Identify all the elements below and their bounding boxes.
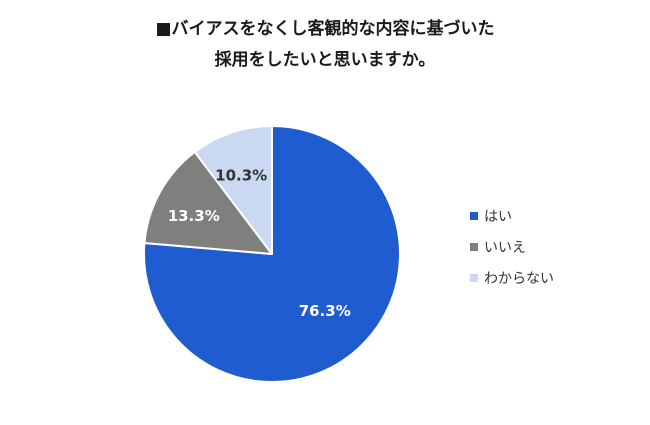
legend-item-hai: はい [470, 200, 554, 231]
legend-item-iie: いいえ [470, 231, 554, 262]
pie-slice-iie [143, 150, 273, 255]
legend-swatch-wakaranai [470, 273, 478, 282]
legend-label-hai: はい [484, 208, 512, 225]
chart-title-line-2: 採用をしたいと思いますか。 [214, 50, 436, 70]
chart-title: ■バイアスをなくし客観的な内容に基づいた 採用をしたいと思いますか。 [0, 14, 650, 76]
legend-swatch-hai [470, 211, 478, 220]
pie-slice-hai [143, 125, 401, 383]
data-label-wakaranai: 10.3% [215, 167, 267, 185]
data-label-hai: 76.3% [299, 302, 351, 320]
pie-slice-wakaranai [193, 125, 273, 255]
data-label-iie: 13.3% [168, 207, 220, 225]
legend-label-wakaranai: わからない [484, 270, 554, 287]
legend-label-iie: いいえ [484, 239, 526, 256]
legend-swatch-iie [470, 242, 478, 251]
legend: はい いいえ わからない [470, 200, 554, 293]
chart-title-line-1: ■バイアスをなくし客観的な内容に基づいた [155, 19, 495, 39]
legend-item-wakaranai: わからない [470, 262, 554, 293]
